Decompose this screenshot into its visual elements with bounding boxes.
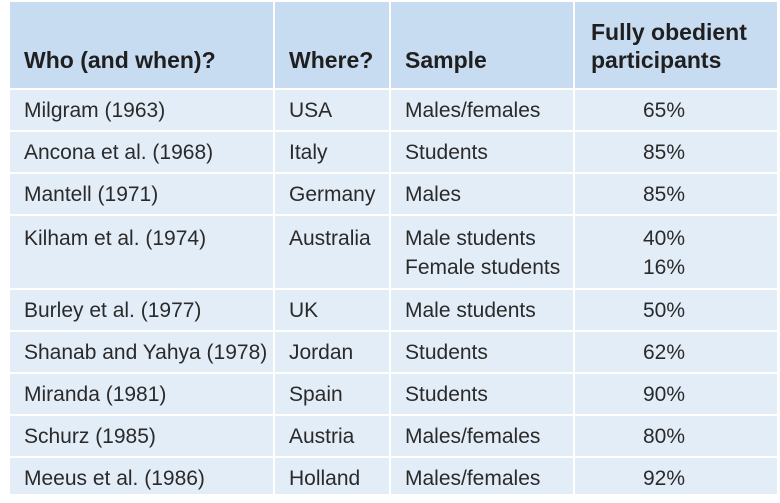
cell-obedient: 85% (574, 130, 777, 173)
table-row: Miranda (1981) Spain Students 90% (10, 372, 777, 415)
cell-obedient: 40% 16% (574, 214, 777, 289)
cell-where: Australia (274, 214, 391, 289)
cell-obedient: 62% (574, 330, 777, 373)
cell-where: UK (274, 288, 391, 331)
cell-obedient: 65% (574, 88, 777, 131)
cell-sample: Male students (390, 288, 575, 331)
cell-obedient-line: 40% (642, 227, 686, 250)
cell-sample: Males/females (390, 88, 575, 131)
cell-sample: Students (390, 372, 575, 415)
header-fully-obedient: Fully obedient participants (574, 2, 777, 89)
table-row: Milgram (1963) USA Males/females 65% (10, 88, 777, 131)
cell-sample: Students (390, 330, 575, 373)
header-obedient-line1: Fully obedient (591, 19, 747, 45)
table-row: Mantell (1971) Germany Males 85% (10, 172, 777, 215)
table-row: Shanab and Yahya (1978) Jordan Students … (10, 330, 777, 373)
cell-where: Spain (274, 372, 391, 415)
table-row: Schurz (1985) Austria Males/females 80% (10, 414, 777, 457)
table-row: Kilham et al. (1974) Australia Male stud… (10, 214, 777, 289)
cell-who: Shanab and Yahya (1978) (10, 330, 275, 373)
cell-sample: Students (390, 130, 575, 173)
cell-where: Jordan (274, 330, 391, 373)
cell-obedient: 50% (574, 288, 777, 331)
obedience-studies-table-container: Who (and when)? Where? Sample Fully obed… (10, 2, 777, 499)
cell-sample: Males (390, 172, 575, 215)
obedience-studies-table: Who (and when)? Where? Sample Fully obed… (10, 2, 777, 499)
cell-sample: Males/females (390, 456, 575, 499)
table-header-row: Who (and when)? Where? Sample Fully obed… (10, 2, 777, 89)
cell-who: Meeus et al. (1986) (10, 456, 275, 499)
cell-who: Schurz (1985) (10, 414, 275, 457)
header-where: Where? (274, 2, 391, 89)
cell-obedient-line: 16% (642, 256, 686, 279)
cell-obedient: 85% (574, 172, 777, 215)
header-who: Who (and when)? (10, 2, 275, 89)
cell-obedient: 90% (574, 372, 777, 415)
table-row: Meeus et al. (1986) Holland Males/female… (10, 456, 777, 499)
cell-obedient: 92% (574, 456, 777, 499)
cell-who: Miranda (1981) (10, 372, 275, 415)
cell-who: Ancona et al. (1968) (10, 130, 275, 173)
cell-sample-line: Male students (405, 227, 536, 250)
cell-where: Holland (274, 456, 391, 499)
cell-who: Milgram (1963) (10, 88, 275, 131)
cell-who: Burley et al. (1977) (10, 288, 275, 331)
cell-sample-line: Female students (405, 256, 561, 279)
cell-who: Mantell (1971) (10, 172, 275, 215)
cell-where: USA (274, 88, 391, 131)
cell-who: Kilham et al. (1974) (10, 214, 275, 289)
header-obedient-line2: participants (591, 47, 722, 73)
header-sample: Sample (390, 2, 575, 89)
cell-where: Germany (274, 172, 391, 215)
table-row: Ancona et al. (1968) Italy Students 85% (10, 130, 777, 173)
cell-where: Italy (274, 130, 391, 173)
cell-sample: Males/females (390, 414, 575, 457)
table-row: Burley et al. (1977) UK Male students 50… (10, 288, 777, 331)
cell-sample: Male students Female students (390, 214, 575, 289)
cell-obedient: 80% (574, 414, 777, 457)
cell-where: Austria (274, 414, 391, 457)
